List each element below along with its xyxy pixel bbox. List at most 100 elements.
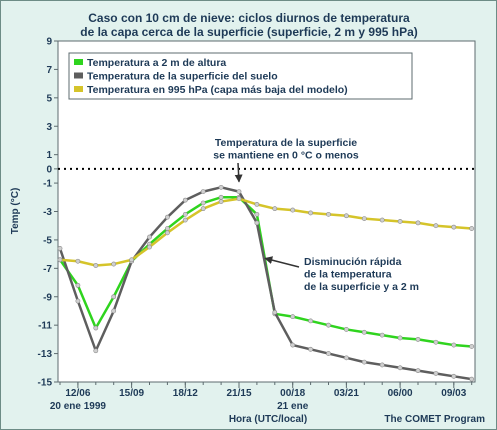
series-line-2	[58, 186, 472, 381]
data-point	[343, 355, 349, 361]
data-point	[415, 220, 421, 226]
data-point	[147, 234, 152, 240]
data-point	[111, 308, 117, 314]
data-point	[415, 368, 421, 374]
legend-swatch	[74, 72, 83, 79]
data-point	[272, 309, 278, 315]
data-point	[182, 197, 188, 203]
y-axis: 9 7 5 3 1 0 -1 -3 -5 -7 -9 -11 -13 -15	[38, 37, 58, 389]
annotation-line: se mantiene en 0 °C o menos	[213, 150, 359, 162]
data-point	[326, 211, 331, 217]
annotation-line: Disminución rápida	[304, 256, 402, 268]
data-point	[200, 189, 206, 195]
data-point	[361, 216, 367, 222]
annotation-arrow	[264, 256, 300, 268]
data-point	[200, 200, 206, 206]
data-point	[182, 217, 188, 223]
data-point	[57, 246, 63, 251]
data-point	[415, 336, 421, 342]
legend-swatch	[74, 86, 83, 92]
data-point	[343, 327, 349, 332]
data-point	[147, 244, 152, 250]
data-point	[433, 223, 439, 229]
data-point	[93, 325, 99, 331]
data-point	[343, 213, 349, 219]
chart-subtitle: de la capa cerca de la superficie (super…	[80, 25, 418, 39]
data-point	[93, 263, 99, 268]
x-tick-label: 21/15	[226, 388, 251, 399]
data-point	[361, 359, 367, 365]
legend-entry: Temperatura a 2 m de altura	[87, 57, 226, 69]
x-axis: 12/06 20 ene 1999 15/09 18/12 21/15 00/18 21 e…	[50, 382, 473, 412]
data-point	[451, 342, 457, 348]
y-tick-label: 3	[46, 122, 52, 133]
data-point	[308, 318, 313, 324]
data-point	[397, 219, 403, 224]
data-point	[254, 211, 260, 217]
data-point	[254, 220, 260, 226]
data-point	[254, 201, 260, 207]
x-tick-label: 18/12	[173, 388, 198, 399]
series-line-3	[59, 197, 472, 267]
y-axis-label: Temp (°C)	[10, 188, 21, 235]
y-tick-label: -11	[38, 321, 52, 332]
data-point	[182, 211, 188, 217]
data-point	[451, 224, 457, 230]
data-point	[236, 196, 242, 202]
data-point	[379, 217, 385, 223]
x-axis-label: Hora (UTC/local)	[229, 414, 307, 425]
data-point	[308, 210, 313, 216]
annotation-arrow	[234, 162, 243, 183]
data-point	[308, 346, 313, 352]
data-point	[75, 282, 81, 288]
annotation-line: de la temperatura	[304, 269, 392, 281]
data-point	[218, 184, 224, 190]
data-point	[111, 294, 117, 300]
data-point	[164, 214, 170, 220]
data-point	[469, 226, 475, 231]
y-tick-label: -1	[43, 179, 52, 190]
data-point	[218, 194, 224, 200]
data-point	[469, 344, 475, 349]
x-tick-label: 06/00	[388, 388, 413, 399]
y-tick-label: 1	[46, 150, 52, 161]
data-point	[433, 371, 439, 376]
data-point	[451, 373, 457, 379]
data-point	[93, 348, 99, 354]
legend-entry: Temperatura en 995 hPa (capa más baja de…	[87, 84, 348, 96]
y-tick-label: -5	[43, 235, 52, 246]
data-point	[290, 342, 296, 348]
chart-title: Caso con 10 cm de nieve: ciclos diurnos …	[88, 11, 410, 25]
data-point	[326, 351, 331, 356]
y-tick-label: -3	[43, 207, 52, 218]
data-point	[290, 207, 296, 213]
credit-label: The COMET Program	[384, 414, 485, 425]
data-point	[236, 189, 242, 195]
y-tick-label: 0	[46, 164, 52, 175]
data-point	[57, 257, 63, 263]
series-group	[57, 184, 475, 382]
data-point	[433, 339, 439, 345]
data-point	[75, 298, 81, 304]
annotation-line: Temperatura de la superficie	[215, 137, 357, 149]
data-point	[290, 314, 296, 320]
y-tick-label: -9	[43, 292, 52, 303]
y-tick-label: -7	[43, 264, 52, 275]
y-tick-label: 5	[46, 93, 52, 104]
data-point	[397, 365, 403, 371]
x-tick-label: 03/21	[334, 388, 359, 399]
y-tick-label: -13	[38, 349, 53, 360]
y-tick-label: -15	[38, 378, 53, 389]
legend-box	[68, 52, 413, 100]
data-point	[469, 376, 475, 382]
data-point	[111, 261, 117, 267]
data-point	[218, 199, 224, 204]
data-point	[361, 329, 367, 335]
legend-swatch	[74, 59, 83, 65]
data-point	[129, 257, 134, 263]
x-tick-sublabel: 21 ene	[277, 401, 309, 412]
x-tick-sublabel: 20 ene 1999	[50, 401, 107, 412]
